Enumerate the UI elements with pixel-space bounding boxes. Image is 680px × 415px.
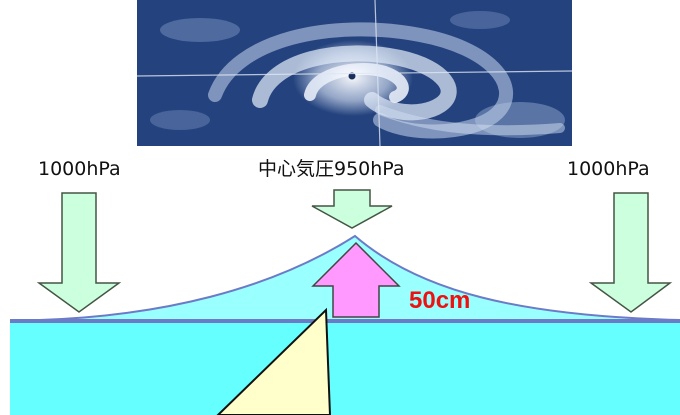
up-arrow-icon	[311, 241, 401, 318]
down-arrow-icon	[311, 189, 393, 229]
typhoon-satellite-image	[137, 0, 572, 146]
center-pressure-label: 中心気圧950hPa	[258, 158, 405, 180]
right-pressure-label: 1000hPa	[567, 158, 650, 180]
grid-line-horizontal	[137, 70, 572, 77]
down-arrow-icon	[588, 192, 673, 313]
left-pressure-label: 1000hPa	[38, 158, 121, 180]
sea-body	[10, 321, 680, 415]
down-arrow-icon	[36, 192, 122, 313]
typhoon-eye	[348, 72, 356, 80]
light-beam	[216, 307, 332, 415]
cloud-band-tail	[375, 105, 565, 136]
cloud-band-mid	[252, 45, 457, 121]
surge-height-label: 50cm	[409, 287, 471, 314]
